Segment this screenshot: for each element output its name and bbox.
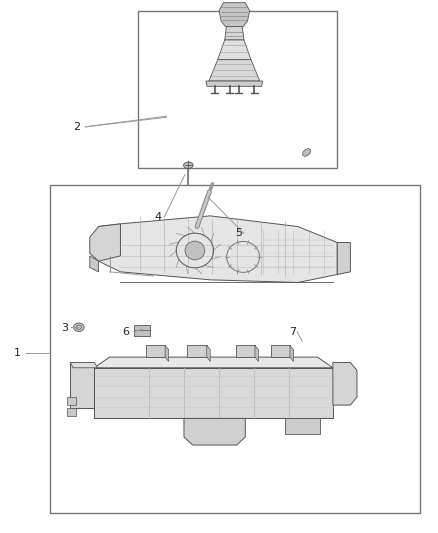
Polygon shape xyxy=(70,362,98,368)
Text: 4: 4 xyxy=(154,212,161,222)
Text: 6: 6 xyxy=(123,327,130,336)
Polygon shape xyxy=(94,357,333,368)
Polygon shape xyxy=(225,27,244,40)
Polygon shape xyxy=(285,418,320,434)
Polygon shape xyxy=(337,243,350,274)
Polygon shape xyxy=(290,345,293,361)
Polygon shape xyxy=(218,40,251,60)
Polygon shape xyxy=(207,345,210,361)
Polygon shape xyxy=(67,397,76,405)
Polygon shape xyxy=(165,345,169,361)
Bar xyxy=(138,11,337,168)
Ellipse shape xyxy=(303,149,311,156)
Polygon shape xyxy=(70,362,94,408)
Ellipse shape xyxy=(185,241,205,260)
Text: 7: 7 xyxy=(289,327,296,336)
Polygon shape xyxy=(209,60,260,81)
Polygon shape xyxy=(146,345,165,357)
Polygon shape xyxy=(255,345,258,361)
Text: 3: 3 xyxy=(61,323,68,333)
Polygon shape xyxy=(187,345,207,357)
Ellipse shape xyxy=(184,162,193,168)
Bar xyxy=(50,185,420,513)
Polygon shape xyxy=(134,325,150,336)
Text: 2: 2 xyxy=(73,122,80,132)
Polygon shape xyxy=(219,3,250,27)
Polygon shape xyxy=(236,345,255,357)
Polygon shape xyxy=(271,345,290,357)
Polygon shape xyxy=(90,256,99,272)
Polygon shape xyxy=(67,408,76,416)
Polygon shape xyxy=(94,368,333,418)
Polygon shape xyxy=(333,362,357,405)
Polygon shape xyxy=(184,418,245,445)
Polygon shape xyxy=(206,81,263,86)
Text: 5: 5 xyxy=(235,229,242,238)
Text: 1: 1 xyxy=(14,348,21,358)
Ellipse shape xyxy=(74,323,84,332)
Polygon shape xyxy=(99,216,337,282)
Polygon shape xyxy=(90,224,120,261)
